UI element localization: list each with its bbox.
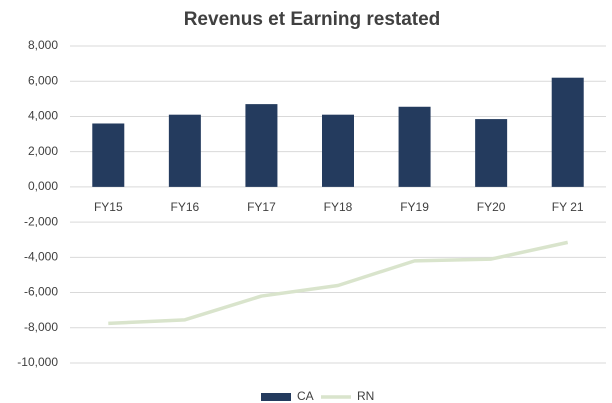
x-tick-label: FY 21 <box>552 200 584 214</box>
bar <box>322 114 354 187</box>
legend-label: RN <box>357 389 374 403</box>
y-tick-label: 6,000 <box>28 73 58 87</box>
x-tick-label: FY19 <box>400 200 429 214</box>
x-tick-label: FY20 <box>477 200 506 214</box>
y-tick-label: -4,000 <box>24 250 58 264</box>
bar <box>245 104 278 187</box>
y-tick-label: -2,000 <box>24 214 58 228</box>
bar <box>92 123 125 187</box>
y-tick-label: 8,000 <box>28 38 58 52</box>
bar <box>475 119 508 187</box>
x-tick-label: FY15 <box>94 200 123 214</box>
y-tick-label: -6,000 <box>24 285 58 299</box>
x-tick-label: FY16 <box>171 200 200 214</box>
y-tick-label: -10,000 <box>17 355 58 369</box>
line <box>108 240 569 326</box>
y-tick-label: 0,000 <box>28 179 58 193</box>
bar <box>168 114 201 187</box>
y-tick-label: 4,000 <box>28 109 58 123</box>
legend-label: CA <box>297 389 314 403</box>
y-tick-label: 2,000 <box>28 144 58 158</box>
x-tick-label: FY17 <box>247 200 276 214</box>
x-tick-label: FY18 <box>324 200 353 214</box>
bar <box>398 106 431 187</box>
y-tick-label: -8,000 <box>24 320 58 334</box>
chart-title: Revenus et Earning restated <box>184 9 441 30</box>
legend-swatch <box>261 393 291 401</box>
bar <box>551 77 584 187</box>
